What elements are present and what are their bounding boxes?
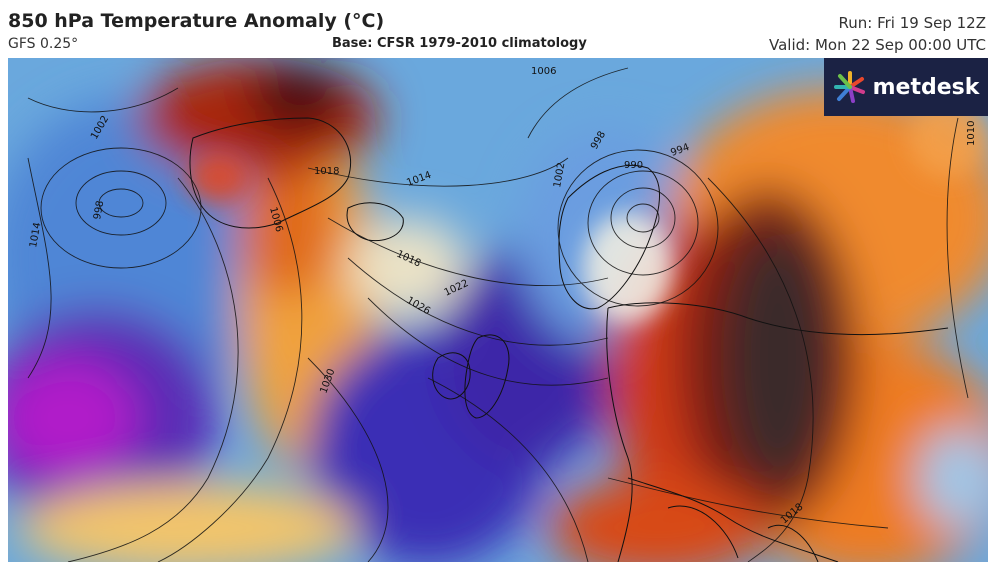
isobar-label: 1018 [314,166,339,177]
isobar-label: 1014 [28,222,43,249]
metdesk-logo: metdesk [824,58,988,116]
isobar-label: 1002 [552,162,567,189]
isobar-label: 990 [624,160,643,171]
metdesk-star-icon [833,71,865,103]
valid-time-label: Valid: Mon 22 Sep 00:00 UTC [769,36,986,54]
base-climatology-label: Base: CFSR 1979-2010 climatology [332,36,587,51]
anomaly-field [8,58,988,562]
map-title: 850 hPa Temperature Anomaly (°C) [8,10,385,32]
run-time-label: Run: Fri 19 Sep 12Z [838,14,986,32]
model-label: GFS 0.25° [8,36,79,52]
isobar-label: 1006 [531,66,556,77]
header: 850 hPa Temperature Anomaly (°C) GFS 0.2… [0,0,996,58]
isobar-label: 998 [92,200,106,221]
metdesk-logo-text: metdesk [872,74,980,100]
isobar-label: 1010 [966,121,977,146]
temperature-anomaly-map: 1002 998 1014 1018 1006 1014 1018 1022 1… [8,58,988,562]
isobars [27,67,969,562]
map-canvas: 1002 998 1014 1018 1006 1014 1018 1022 1… [8,58,988,562]
